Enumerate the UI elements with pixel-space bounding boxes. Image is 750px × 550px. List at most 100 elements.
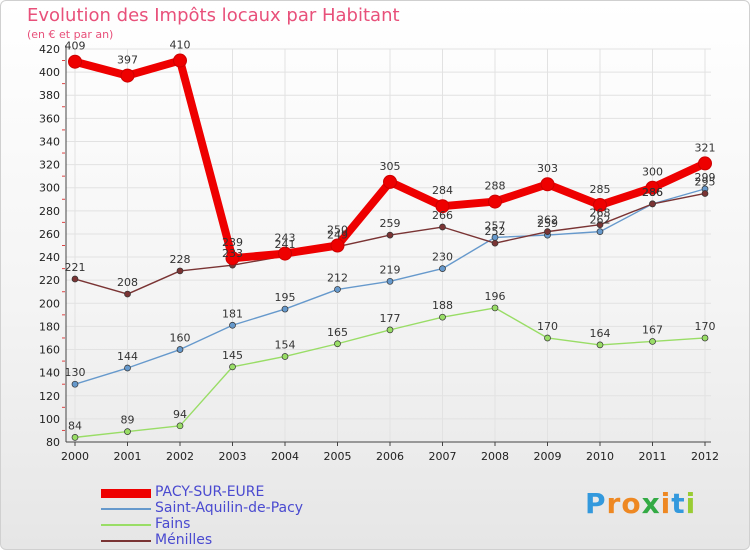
y-tick-label: 100: [39, 413, 60, 426]
x-tick-label: 2009: [534, 450, 562, 463]
data-point: [124, 428, 131, 435]
data-label: 94: [173, 408, 187, 421]
data-point: [281, 353, 289, 360]
y-tick-label: 160: [39, 344, 60, 357]
data-point: [225, 251, 240, 266]
y-tick-label: 380: [39, 89, 60, 102]
data-label: 284: [432, 184, 453, 197]
data-point: [120, 68, 135, 83]
x-tick-label: 2007: [429, 450, 457, 463]
y-tick-label: 340: [39, 135, 60, 148]
data-point: [124, 290, 131, 298]
y-tick-label: 260: [39, 228, 60, 241]
data-point: [649, 200, 656, 208]
data-point: [386, 231, 394, 239]
data-point: [71, 380, 79, 388]
y-tick-label: 200: [39, 297, 60, 310]
data-point: [281, 305, 289, 313]
data-label: 154: [275, 338, 296, 351]
y-tick-label: 360: [39, 112, 60, 125]
y-tick-label: 140: [39, 367, 60, 380]
logo-letter: i: [660, 487, 672, 520]
data-point: [229, 321, 236, 329]
data-point: [491, 239, 499, 247]
data-label: 305: [380, 160, 401, 173]
data-label: 300: [642, 166, 663, 179]
x-tick-label: 2012: [691, 450, 719, 463]
data-point: [176, 422, 184, 430]
data-point: [435, 199, 450, 214]
legend-label: Ménilles: [155, 532, 213, 548]
data-point: [649, 338, 656, 345]
data-point: [540, 177, 555, 192]
data-label: 230: [432, 251, 453, 264]
data-point: [488, 194, 502, 209]
data-label: 160: [170, 332, 191, 345]
data-point: [596, 228, 604, 235]
data-point: [383, 174, 397, 189]
data-label: 241: [275, 238, 296, 251]
logo-letter: P: [585, 487, 607, 520]
data-label: 145: [222, 349, 243, 362]
proxiti-logo: Proxiti: [585, 487, 696, 520]
data-label: 170: [695, 320, 716, 333]
data-label: 144: [117, 350, 138, 363]
data-point: [386, 277, 394, 285]
logo-letter: i: [685, 487, 697, 520]
x-tick-label: 2005: [324, 450, 352, 463]
data-label: 219: [380, 263, 401, 276]
data-label: 286: [642, 186, 663, 199]
logo-letter: t: [671, 487, 686, 520]
data-point: [593, 198, 607, 213]
y-tick-label: 400: [39, 66, 60, 79]
data-label: 221: [65, 261, 86, 274]
data-point: [71, 434, 79, 441]
data-point: [278, 246, 292, 261]
data-point: [124, 364, 131, 372]
data-label: 181: [222, 307, 243, 320]
x-tick-label: 2006: [376, 450, 404, 463]
data-point: [596, 341, 604, 349]
legend-swatch: [101, 488, 151, 498]
x-tick-label: 2002: [166, 450, 194, 463]
data-label: 321: [695, 141, 716, 154]
data-label: 268: [590, 207, 611, 220]
data-label: 196: [485, 290, 506, 303]
data-label: 286: [642, 186, 663, 199]
data-point: [645, 180, 660, 195]
data-point: [71, 275, 79, 283]
x-tick-label: 2001: [114, 450, 142, 463]
logo-letter: o: [621, 487, 642, 520]
data-point: [229, 363, 236, 371]
data-label: 295: [695, 175, 716, 188]
y-tick-label: 280: [39, 205, 60, 218]
data-label: 212: [327, 271, 348, 284]
data-label: 170: [537, 320, 558, 333]
data-label: 164: [590, 327, 611, 340]
data-label: 228: [170, 253, 191, 266]
data-point: [439, 265, 446, 272]
y-tick-label: 300: [39, 182, 60, 195]
data-label: 285: [590, 183, 611, 196]
data-point: [701, 334, 709, 342]
data-label: 299: [695, 171, 716, 184]
data-label: 250: [327, 224, 348, 237]
data-label: 167: [642, 323, 663, 336]
data-point: [173, 53, 187, 68]
data-point: [68, 54, 82, 69]
data-label: 239: [222, 236, 243, 249]
y-tick-label: 180: [39, 320, 60, 333]
data-label: 257: [485, 219, 506, 232]
data-label: 262: [590, 214, 611, 227]
legend-label: Saint-Aquilin-de-Pacy: [155, 500, 304, 516]
data-label: 303: [537, 162, 558, 175]
data-point: [544, 228, 551, 235]
data-label: 165: [327, 326, 348, 339]
data-point: [439, 313, 446, 321]
y-tick-label: 240: [39, 251, 60, 264]
data-label: 410: [170, 39, 191, 52]
data-label: 252: [485, 225, 506, 238]
data-point: [386, 326, 394, 334]
